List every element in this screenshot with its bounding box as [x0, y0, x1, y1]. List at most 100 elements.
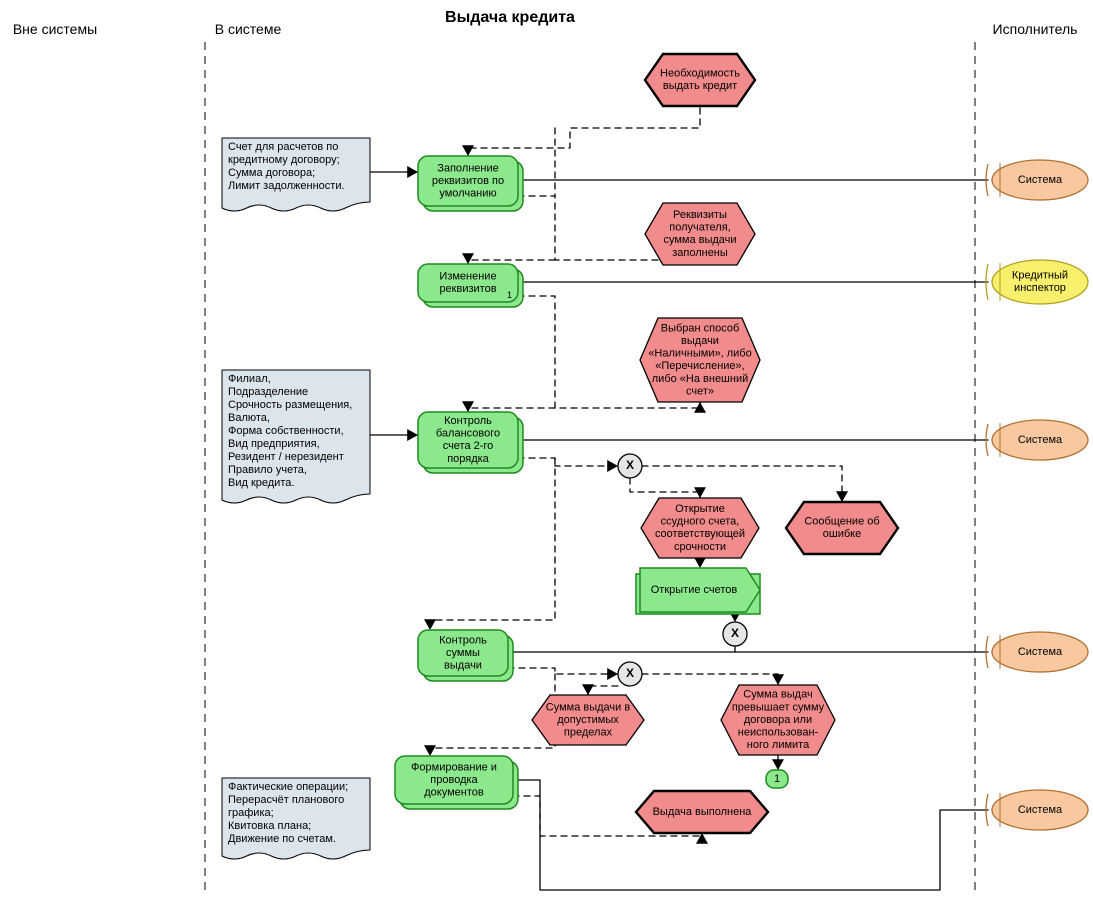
gw-2: X: [723, 622, 747, 646]
svg-text:X: X: [626, 666, 634, 680]
svg-text:Квитовка плана;: Квитовка плана;: [228, 820, 311, 832]
svg-text:умолчанию: умолчанию: [439, 188, 496, 200]
actor-system-1: Система: [986, 160, 1088, 200]
lane-header: Вне системы: [13, 21, 97, 37]
svg-text:графика;: графика;: [228, 807, 274, 819]
proc-amount-check: Контрольсуммывыдачи: [418, 630, 513, 681]
svg-text:Фактические операции;: Фактические операции;: [228, 781, 348, 793]
d-ev7-pageref: [772, 755, 784, 770]
proc-open-accounts: Открытие счетов: [636, 568, 760, 614]
svg-text:ссудного счета,: ссудного счета,: [661, 516, 740, 528]
svg-text:выдать кредит: выдать кредит: [663, 80, 737, 92]
svg-text:заполнены: заполнены: [672, 247, 728, 259]
svg-text:срочности: срочности: [674, 541, 726, 553]
d-proc4-gw3: [508, 668, 618, 680]
svg-text:реквизитов: реквизитов: [439, 283, 496, 295]
note-3: Фактические операции;Перерасчёт плановог…: [222, 778, 370, 859]
proc-form-docs: Формирование ипроводкадокументов: [395, 756, 518, 809]
svg-text:Необходимость: Необходимость: [660, 68, 740, 80]
d-left-proc4-in: [424, 458, 555, 630]
svg-text:счет»: счет»: [686, 386, 714, 398]
svg-text:превышает сумму: превышает сумму: [732, 701, 825, 713]
gw-1: X: [618, 454, 642, 478]
svg-text:выдачи: выдачи: [444, 660, 482, 672]
svg-text:счета 2-го: счета 2-го: [443, 440, 494, 452]
d-gw3-ev6: [582, 684, 618, 695]
svg-text:Филиал,: Филиал,: [228, 373, 271, 385]
proc-fill-defaults: Заполнениереквизитов поумолчанию: [418, 156, 523, 211]
svg-text:«Перечисление»,: «Перечисление»,: [655, 360, 744, 372]
svg-text:Срочность размещения,: Срочность размещения,: [228, 399, 352, 411]
d-ev2-proc2: [462, 253, 555, 264]
svg-text:Выдача выполнена: Выдача выполнена: [653, 806, 753, 818]
note-1: Счет для расчетов покредитному договору;…: [222, 138, 370, 211]
ev-issued-done: Выдача выполнена: [636, 791, 768, 833]
page-ref-1: 1: [766, 770, 788, 788]
svg-text:ного лимита: ного лимита: [747, 739, 810, 751]
svg-text:выдачи: выдачи: [681, 335, 719, 347]
svg-text:Подразделение: Подразделение: [228, 386, 308, 398]
svg-text:X: X: [731, 626, 739, 640]
ev-method-chosen: Выбран способвыдачи«Наличными», либо«Пер…: [640, 318, 760, 402]
svg-text:получателя,: получателя,: [669, 222, 730, 234]
svg-text:Перерасчёт планового: Перерасчёт планового: [228, 794, 344, 806]
d-proc3-gw1: [518, 458, 618, 472]
svg-text:Открытие: Открытие: [675, 503, 725, 515]
svg-text:1: 1: [507, 290, 512, 300]
svg-text:Вид предприятия,: Вид предприятия,: [228, 438, 320, 450]
svg-text:Выдача кредита: Выдача кредита: [445, 9, 575, 26]
svg-text:суммы: суммы: [446, 647, 480, 659]
svg-text:Система: Система: [1018, 646, 1063, 658]
svg-text:Сумма выдачи в: Сумма выдачи в: [546, 701, 631, 713]
svg-text:ошибке: ошибке: [823, 528, 861, 540]
svg-text:либо «На внешний: либо «На внешний: [652, 373, 749, 385]
svg-text:инспектор: инспектор: [1014, 282, 1066, 294]
svg-text:Система: Система: [1018, 174, 1063, 186]
note-2: Филиал,ПодразделениеСрочность размещения…: [222, 370, 370, 503]
ev-need-credit: Необходимостьвыдать кредит: [645, 54, 755, 106]
svg-text:Кредитный: Кредитный: [1012, 270, 1068, 282]
svg-text:кредитному договору;: кредитному договору;: [228, 154, 340, 166]
svg-text:Заполнение: Заполнение: [437, 162, 499, 174]
ev-req-filled: Реквизитыполучателя,сумма выдачизаполнен…: [645, 203, 755, 265]
actor-inspector: Кредитныйинспектор: [986, 260, 1088, 304]
svg-text:соответствующей: соответствующей: [655, 528, 745, 540]
svg-text:Вид кредита.: Вид кредита.: [228, 477, 294, 489]
svg-text:проводка: проводка: [430, 774, 478, 786]
svg-text:пределах: пределах: [564, 727, 613, 739]
svg-text:неиспользован-: неиспользован-: [738, 727, 819, 739]
svg-text:Правило учета,: Правило учета,: [228, 464, 307, 476]
actor-system-4: Система: [986, 790, 1088, 830]
svg-text:допустимых: допустимых: [557, 714, 619, 726]
d-gw1-ev4: [630, 478, 706, 498]
svg-text:Контроль: Контроль: [439, 634, 487, 646]
svg-text:балансового: балансового: [436, 428, 500, 440]
svg-text:Счет для расчетов по: Счет для расчетов по: [228, 141, 338, 153]
svg-text:Реквизиты: Реквизиты: [673, 209, 727, 221]
proc-balance-check: Контрольбалансовогосчета 2-гопорядка: [418, 412, 523, 473]
svg-text:1: 1: [774, 773, 780, 785]
svg-text:Форма собственности,: Форма собственности,: [228, 425, 344, 437]
d-ev4-sub: [694, 557, 706, 568]
d-ev3-proc3: [462, 401, 555, 412]
s-note1-proc1: [370, 166, 418, 178]
svg-text:Сообщение об: Сообщение об: [804, 516, 879, 528]
d-start-proc1: [462, 108, 700, 156]
svg-text:договора или: договора или: [744, 714, 812, 726]
svg-text:X: X: [626, 458, 634, 472]
ev-open-loan: Открытиессудного счета,соответствующейср…: [641, 498, 759, 558]
svg-text:Лимит задолженности.: Лимит задолженности.: [228, 180, 345, 192]
svg-text:Контроль: Контроль: [444, 415, 492, 427]
ev-sum-ok: Сумма выдачи вдопустимыхпределах: [532, 695, 644, 745]
svg-text:документов: документов: [424, 787, 484, 799]
svg-text:Система: Система: [1018, 434, 1063, 446]
svg-text:Формирование и: Формирование и: [411, 761, 497, 773]
svg-text:Валюта,: Валюта,: [228, 412, 270, 424]
svg-text:Сумма договора;: Сумма договора;: [228, 167, 315, 179]
svg-text:реквизитов по: реквизитов по: [432, 175, 504, 187]
actor-system-2: Система: [986, 420, 1088, 460]
d-gw3-ev7: [642, 674, 784, 685]
svg-text:Изменение: Изменение: [439, 271, 496, 283]
svg-text:«Наличными», либо: «Наличными», либо: [648, 348, 751, 360]
proc-change-req: Изменениереквизитов 1: [418, 264, 523, 307]
